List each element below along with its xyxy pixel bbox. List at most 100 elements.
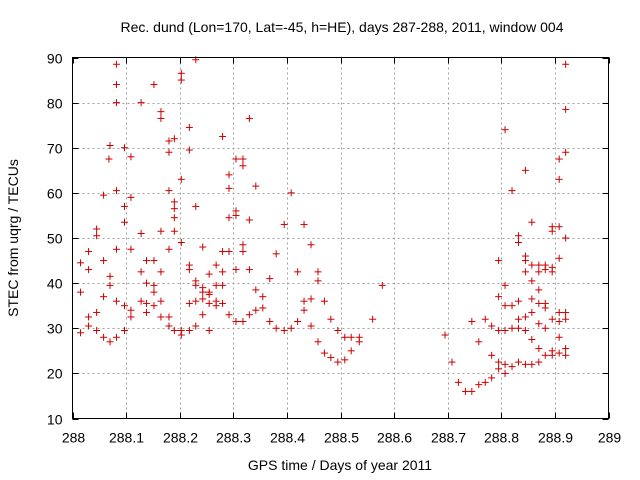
data-point	[199, 288, 207, 296]
data-point	[170, 205, 178, 213]
data-point	[501, 369, 509, 377]
data-point	[170, 198, 178, 206]
data-point	[239, 248, 247, 256]
data-point	[528, 336, 536, 344]
data-point	[475, 338, 483, 346]
data-point	[219, 281, 227, 289]
x-tick-label: 288.4	[270, 430, 305, 446]
data-point	[157, 227, 165, 235]
data-point	[77, 288, 85, 296]
data-point	[541, 304, 549, 312]
data-point	[555, 254, 563, 262]
data-point	[327, 315, 335, 323]
y-tick-label: 80	[47, 96, 63, 112]
data-point	[501, 126, 509, 134]
data-point	[495, 365, 503, 373]
data-point	[239, 162, 247, 170]
data-point	[219, 132, 227, 140]
data-point	[157, 108, 165, 116]
y-tick-label: 60	[47, 186, 63, 202]
data-point	[541, 266, 549, 274]
x-tick-label: 288	[62, 430, 86, 446]
data-point	[120, 218, 128, 226]
data-point	[535, 320, 543, 328]
data-point	[106, 338, 114, 346]
data-point	[157, 313, 165, 321]
y-tick-label: 40	[47, 276, 63, 292]
data-point	[259, 304, 267, 312]
data-point	[294, 317, 302, 325]
data-point	[252, 286, 260, 294]
y-axis: 10 20 30 40 50 60 70 80 90	[47, 51, 609, 428]
data-point	[541, 324, 549, 332]
data-point	[142, 279, 150, 287]
data-point	[106, 272, 114, 280]
data-point	[225, 171, 233, 179]
data-point	[508, 324, 516, 332]
data-point	[127, 313, 135, 321]
y-tick-label: 30	[47, 321, 63, 337]
data-point	[562, 148, 570, 156]
x-tick-label: 288.2	[163, 430, 198, 446]
data-point	[334, 327, 342, 335]
data-point	[112, 245, 120, 253]
data-point	[112, 81, 120, 89]
data-point	[521, 257, 529, 265]
data-point	[252, 182, 260, 190]
data-point	[341, 356, 349, 364]
data-point	[300, 297, 308, 305]
data-point	[127, 306, 135, 314]
data-point	[314, 277, 322, 285]
data-point	[245, 266, 253, 274]
data-point	[77, 259, 85, 267]
data-point	[205, 270, 213, 278]
data-point	[541, 351, 549, 359]
x-axis-title: GPS time / Days of year 2011	[248, 457, 432, 473]
data-point	[212, 302, 220, 310]
data-point	[232, 155, 240, 163]
data-point	[252, 306, 260, 314]
data-point	[448, 358, 456, 366]
data-point	[225, 184, 233, 192]
data-point	[199, 295, 207, 303]
x-tick-label: 289	[598, 430, 622, 446]
data-point	[112, 187, 120, 195]
data-point	[157, 268, 165, 276]
data-point	[177, 239, 185, 247]
data-point	[137, 297, 145, 305]
data-point	[495, 327, 503, 335]
data-point	[205, 327, 213, 335]
data-point	[334, 358, 342, 366]
data-point	[120, 327, 128, 335]
data-point	[528, 295, 536, 303]
data-point	[562, 315, 570, 323]
data-point	[495, 293, 503, 301]
data-point	[177, 69, 185, 77]
data-point	[165, 313, 173, 321]
data-point	[495, 358, 503, 366]
data-point	[562, 234, 570, 242]
data-point	[495, 257, 503, 265]
data-point	[245, 311, 253, 319]
data-point	[120, 144, 128, 152]
data-point	[314, 338, 322, 346]
data-point	[514, 358, 522, 366]
data-point	[170, 135, 178, 143]
data-point	[488, 322, 496, 330]
data-point	[239, 241, 247, 249]
data-point	[327, 354, 335, 362]
data-point	[185, 266, 193, 274]
data-point	[239, 317, 247, 325]
data-point	[192, 281, 200, 289]
data-point	[535, 268, 543, 276]
data-point	[521, 166, 529, 174]
data-point	[562, 105, 570, 113]
data-point	[521, 313, 529, 321]
data-point	[150, 81, 158, 89]
data-point	[287, 189, 295, 197]
data-point	[219, 248, 227, 256]
data-point	[300, 220, 308, 228]
data-point	[85, 266, 93, 274]
data-point	[170, 214, 178, 222]
data-point	[272, 324, 280, 332]
